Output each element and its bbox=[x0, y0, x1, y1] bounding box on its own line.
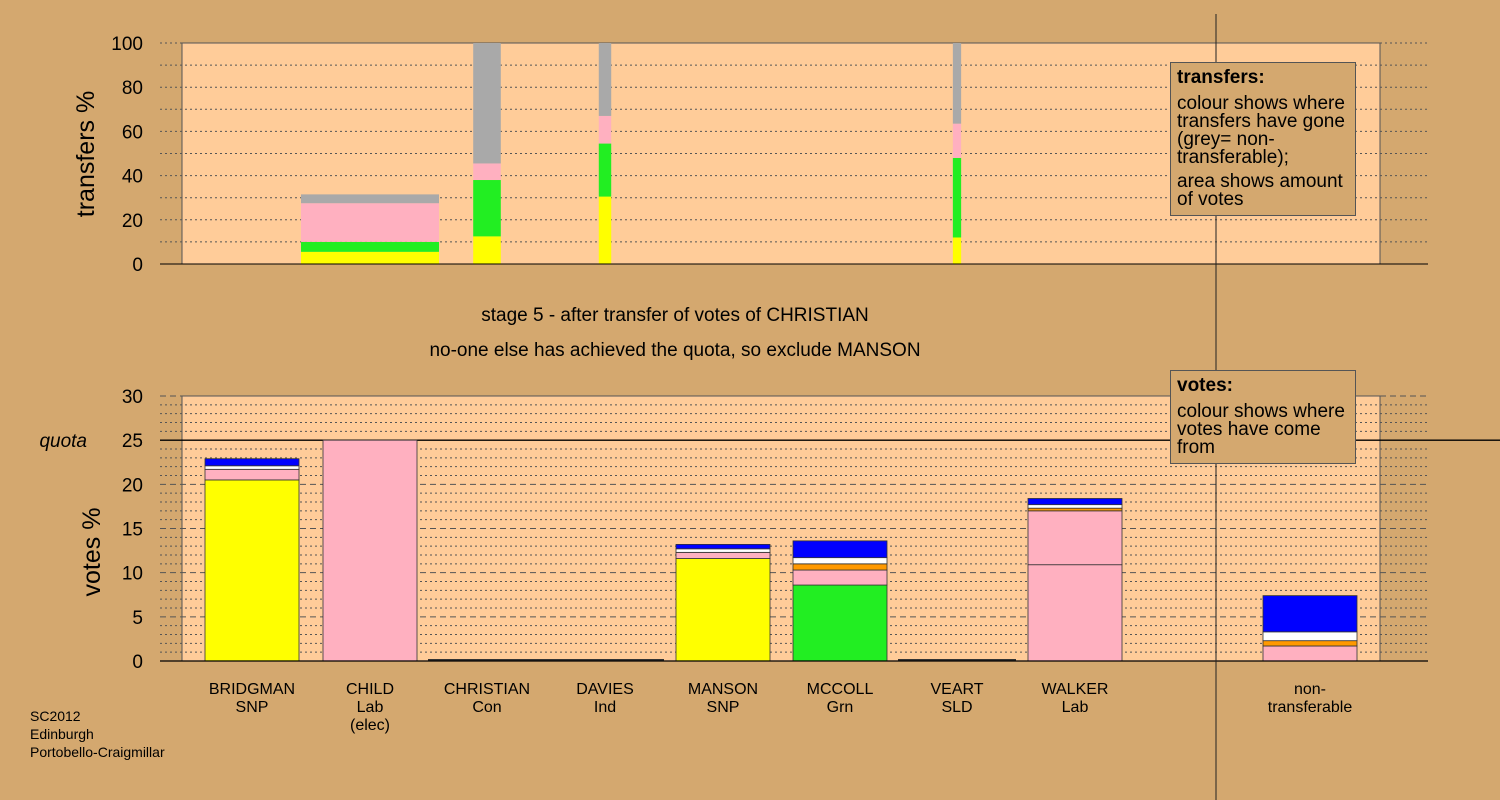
candidate-party-label: Lab bbox=[1062, 699, 1089, 716]
candidate-name-label: MANSON bbox=[688, 681, 758, 698]
candidate-party-label: Ind bbox=[594, 699, 616, 716]
candidate-name-label: VEART bbox=[930, 681, 983, 698]
votes-legend-title: votes: bbox=[1177, 375, 1233, 396]
vote-bar-segment bbox=[675, 551, 771, 559]
transfers-y-tick-label: 20 bbox=[122, 211, 143, 232]
vote-bar-segment bbox=[1262, 640, 1358, 647]
transfer-bar-segment bbox=[598, 43, 612, 116]
vote-bar-segment bbox=[204, 468, 300, 481]
votes-y-tick-label: 5 bbox=[132, 608, 143, 629]
transfer-bar-segment bbox=[473, 43, 501, 164]
candidate-party-label: Grn bbox=[827, 699, 854, 716]
candidate-party-label: SLD bbox=[941, 699, 972, 716]
vote-bar-segment bbox=[204, 479, 300, 662]
candidate-name-label: CHILD bbox=[346, 681, 394, 698]
transfer-bar-segment bbox=[473, 180, 501, 237]
transfer-bar-segment bbox=[598, 115, 612, 144]
votes-y-tick-label: 0 bbox=[132, 652, 143, 673]
footer-election-info: SC2012 Edinburgh Portobello-Craigmillar bbox=[30, 707, 165, 761]
vote-bar-empty bbox=[546, 659, 664, 661]
vote-bar-empty bbox=[428, 659, 546, 661]
vote-bar-segment bbox=[1027, 510, 1123, 566]
transfer-bar-segment bbox=[301, 194, 439, 204]
transfer-bar-segment bbox=[952, 123, 962, 158]
vote-bar-segment bbox=[792, 584, 888, 662]
candidate-name-label: DAVIES bbox=[576, 681, 634, 698]
candidate-name-label: BRIDGMAN bbox=[209, 681, 295, 698]
transfer-bar-segment bbox=[952, 237, 962, 264]
transfers-legend-title: transfers: bbox=[1177, 67, 1265, 88]
vote-bar-segment bbox=[675, 548, 771, 553]
vote-bar-segment bbox=[675, 544, 771, 550]
footer-ward: Portobello-Craigmillar bbox=[30, 744, 165, 760]
transfer-bar-segment bbox=[473, 236, 501, 264]
votes-legend: votes: colour shows where votes have com… bbox=[1170, 370, 1356, 464]
vote-bar-segment bbox=[1027, 504, 1123, 509]
transfers-y-tick-label: 40 bbox=[122, 167, 143, 188]
transfers-legend: transfers: colour shows where transfers … bbox=[1170, 62, 1356, 216]
transfers-legend-text-2: area shows amount of votes bbox=[1177, 171, 1343, 210]
vote-bar-segment bbox=[792, 563, 888, 571]
candidate-party-label: transferable bbox=[1268, 699, 1353, 716]
candidate-party-label: SNP bbox=[236, 699, 269, 716]
stage-title: stage 5 - after transfer of votes of CHR… bbox=[481, 305, 869, 326]
vote-bar-segment bbox=[1262, 631, 1358, 642]
transfer-bar-segment bbox=[301, 241, 439, 252]
vote-bar-segment bbox=[1027, 498, 1123, 506]
transfer-bar-segment bbox=[952, 157, 962, 238]
quota-label: quota bbox=[39, 431, 87, 452]
votes-legend-text: colour shows where votes have come from bbox=[1177, 401, 1345, 458]
votes-y-tick-label: 10 bbox=[122, 564, 143, 585]
transfer-bar-segment bbox=[301, 251, 439, 264]
vote-bar-segment bbox=[1027, 564, 1123, 662]
votes-y-axis-label: votes % bbox=[78, 508, 106, 597]
transfers-y-tick-label: 60 bbox=[122, 122, 143, 143]
vote-bar-segment bbox=[322, 439, 418, 662]
footer-election: SC2012 bbox=[30, 708, 81, 724]
transfer-bar-segment bbox=[301, 203, 439, 242]
candidate-name-label: CHRISTIAN bbox=[444, 681, 530, 698]
candidate-name-label: WALKER bbox=[1042, 681, 1109, 698]
vote-bar-segment bbox=[204, 458, 300, 467]
transfer-bar-segment bbox=[598, 196, 612, 264]
transfers-legend-text-1: colour shows where transfers have gone (… bbox=[1177, 93, 1345, 168]
transfers-y-axis-label: transfers % bbox=[72, 91, 100, 217]
transfer-bar-segment bbox=[598, 143, 612, 197]
transfers-y-tick-label: 0 bbox=[132, 255, 143, 276]
stage-subtitle: no-one else has achieved the quota, so e… bbox=[429, 340, 921, 361]
votes-y-tick-label: 25 bbox=[122, 431, 143, 452]
transfers-y-tick-label: 100 bbox=[111, 34, 143, 55]
vote-bar-segment bbox=[792, 557, 888, 565]
vote-bar-segment bbox=[1262, 645, 1358, 662]
vote-bar-segment bbox=[204, 465, 300, 470]
vote-bar-segment bbox=[792, 540, 888, 559]
vote-bar-segment bbox=[1262, 595, 1358, 633]
vote-bar-segment bbox=[675, 558, 771, 662]
vote-bar-empty bbox=[898, 659, 1016, 661]
votes-y-tick-label: 30 bbox=[122, 387, 143, 408]
transfers-y-tick-label: 80 bbox=[122, 78, 143, 99]
candidate-name-label: non- bbox=[1294, 681, 1326, 698]
transfer-bar-segment bbox=[952, 43, 962, 124]
candidate-name-label: MCCOLL bbox=[807, 681, 874, 698]
candidate-party-label: Con bbox=[472, 699, 501, 716]
vote-bar-segment bbox=[792, 569, 888, 586]
footer-council: Edinburgh bbox=[30, 726, 94, 742]
votes-y-tick-label: 15 bbox=[122, 520, 143, 541]
candidate-party-label: SNP bbox=[707, 699, 740, 716]
candidate-note-label: (elec) bbox=[350, 717, 390, 734]
votes-y-tick-label: 20 bbox=[122, 475, 143, 496]
candidate-party-label: Lab bbox=[357, 699, 384, 716]
transfer-bar-segment bbox=[473, 163, 501, 181]
